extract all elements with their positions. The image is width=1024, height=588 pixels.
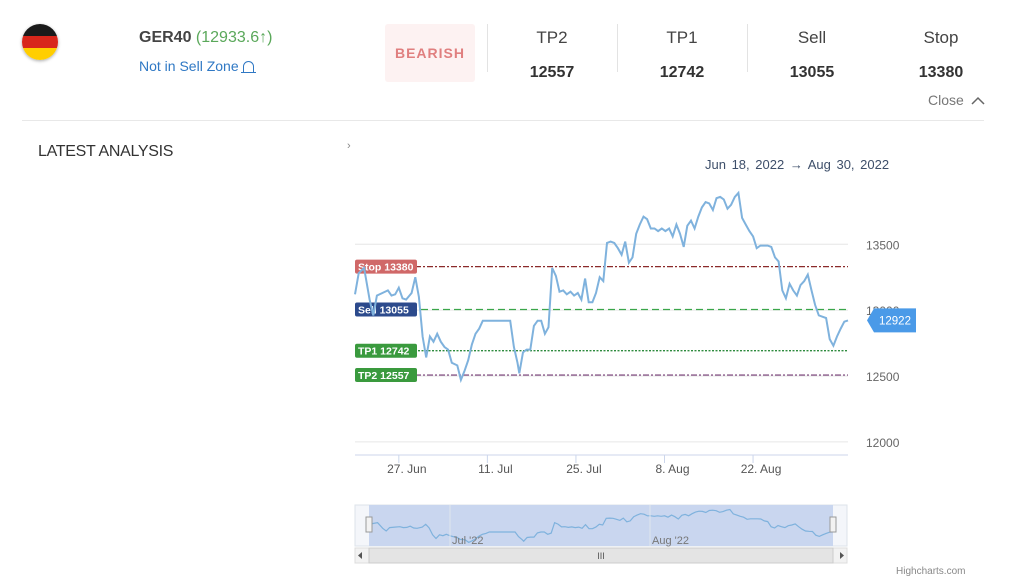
- date-range-to: Aug 30, 2022: [807, 157, 890, 172]
- navigator-selection[interactable]: [369, 505, 833, 546]
- x-tick-label: 11. Jul: [478, 462, 512, 476]
- navigator-left-handle[interactable]: [365, 516, 373, 533]
- bell-icon[interactable]: [240, 61, 256, 73]
- instrument-title: GER40 (12933.6↑): [139, 29, 272, 47]
- signal-badge: BEARISH: [385, 24, 475, 82]
- current-value-label: 12922: [879, 315, 911, 327]
- y-tick-label: 12500: [866, 370, 900, 384]
- price-line: [354, 190, 849, 384]
- navigator-right-handle[interactable]: [829, 516, 837, 533]
- y-tick-label: 12000: [866, 436, 900, 450]
- chevron-right-icon[interactable]: ›: [347, 140, 351, 152]
- close-label: Close: [928, 92, 964, 108]
- date-range[interactable]: Jun 18, 2022 → Aug 30, 2022: [705, 157, 889, 172]
- date-range-from: Jun 18, 2022: [705, 157, 785, 172]
- navigator[interactable]: Jul '22 Aug '22 III: [354, 504, 848, 564]
- x-tick-label: 27. Jun: [387, 462, 426, 476]
- navigator-line: [368, 508, 834, 544]
- navigator-label: Jul '22: [452, 535, 483, 547]
- chart-credit[interactable]: Highcharts.com: [896, 566, 966, 577]
- level-tag-label: TP1 12742: [358, 346, 410, 358]
- section-divider: [22, 120, 984, 121]
- x-tick-label: 25. Jul: [566, 462, 601, 476]
- scroll-right-arrow-icon[interactable]: [840, 552, 844, 559]
- level-value-stop: 13380: [918, 64, 964, 81]
- level-value-tp2: 12557: [529, 64, 575, 81]
- navigator-label: Aug '22: [652, 535, 689, 547]
- level-tag-label: Sell 13055: [358, 304, 409, 316]
- instrument-symbol: GER40: [139, 29, 192, 46]
- level-label-sell: Sell: [797, 28, 827, 47]
- level-label-tp1: TP1: [666, 28, 698, 47]
- zone-status-label: Not in Sell Zone: [139, 58, 239, 74]
- zone-status[interactable]: Not in Sell Zone: [139, 58, 256, 74]
- germany-flag-icon: [22, 24, 58, 60]
- divider: [487, 24, 488, 72]
- level-tag: [355, 368, 417, 383]
- y-tick-label: 13500: [866, 238, 900, 252]
- level-value-sell: 13055: [789, 64, 835, 81]
- chevron-up-icon: [971, 96, 985, 105]
- divider: [747, 24, 748, 72]
- instrument-price: (12933.6↑): [195, 29, 273, 46]
- current-value-tag: [867, 308, 916, 333]
- scrollbar-grip: III: [597, 551, 605, 561]
- x-tick-label: 8. Aug: [655, 462, 689, 476]
- x-tick-label: 22. Aug: [741, 462, 782, 476]
- divider: [617, 24, 618, 72]
- level-label-tp2: TP2: [536, 28, 568, 47]
- level-tag-label: TP2 12557: [358, 370, 410, 382]
- section-title: LATEST ANALYSIS: [38, 143, 174, 160]
- scrollbar-thumb[interactable]: [368, 547, 834, 564]
- level-tag: [355, 343, 417, 358]
- level-label-stop: Stop: [923, 28, 959, 47]
- level-tag: [355, 259, 417, 274]
- level-value-tp1: 12742: [659, 64, 705, 81]
- level-tag-label: Stop 13380: [358, 262, 414, 274]
- close-button[interactable]: Close: [928, 92, 985, 108]
- date-range-arrow: →: [789, 157, 803, 172]
- scroll-left-arrow-icon[interactable]: [358, 552, 362, 559]
